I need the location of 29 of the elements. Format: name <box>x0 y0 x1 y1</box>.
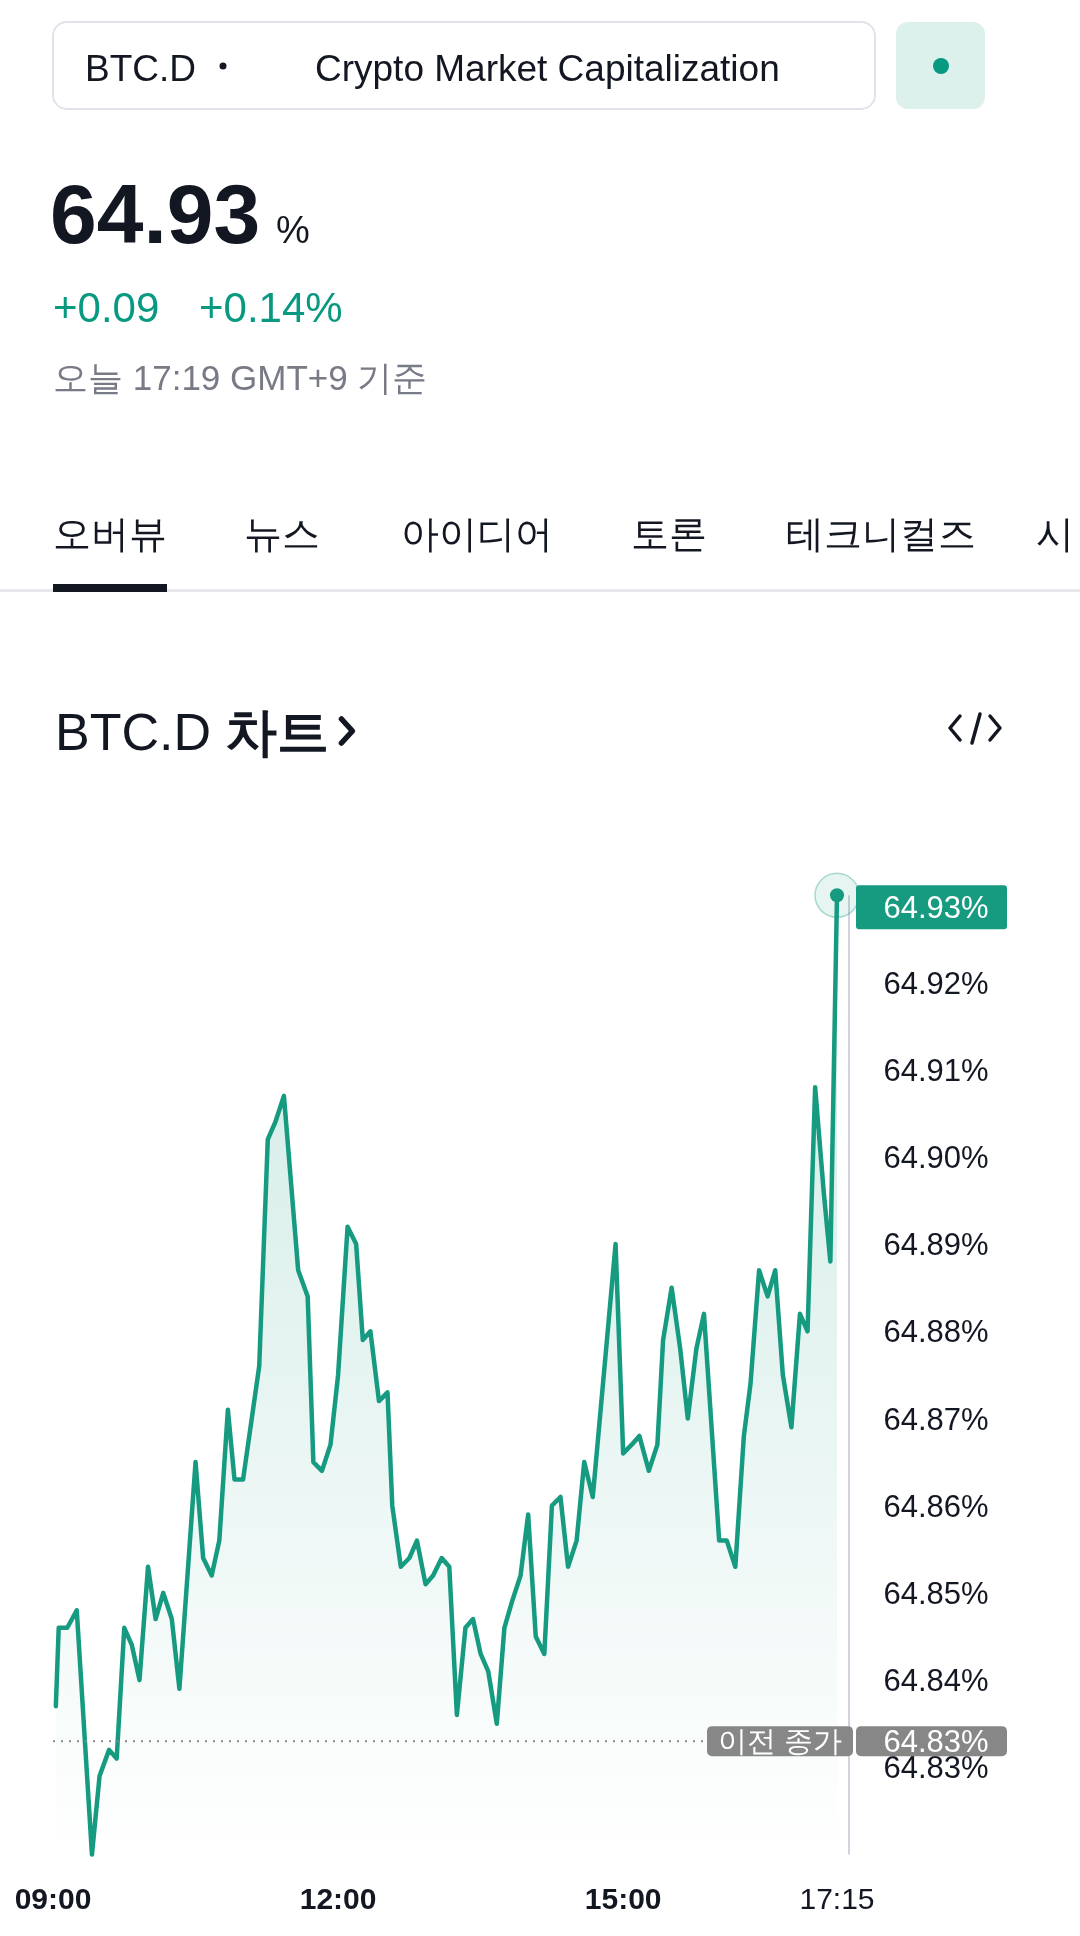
text: % <box>276 209 310 251</box>
text: 64.93 <box>50 167 261 261</box>
y-tick-label: 64.84% <box>883 1662 989 1698</box>
text: 뉴스 <box>244 513 320 555</box>
y-tick-label: 64.90% <box>883 1139 989 1175</box>
text: 오버뷰 <box>53 513 167 555</box>
x-tick-label: 15:00 <box>584 1881 662 1915</box>
text: +0.09 <box>53 284 160 331</box>
text: 토론 <box>631 513 707 555</box>
y-tick-label: 64.87% <box>883 1401 989 1436</box>
x-tick-label: 09:00 <box>14 1881 92 1915</box>
y-tick-label: 64.85% <box>883 1575 989 1611</box>
chart-title: BTC.D 차트 <box>55 703 330 761</box>
y-tick-label: 64.92% <box>883 965 989 1000</box>
y-tick-label: 64.89% <box>883 1226 989 1262</box>
x-tick-label: 12:00 <box>299 1881 377 1915</box>
y-tick-label: 64.88% <box>883 1313 989 1349</box>
x-tick-label: 17:15 <box>799 1881 875 1915</box>
annotation: 64.93% <box>883 889 989 925</box>
text: 시 <box>1036 513 1074 555</box>
text: Crypto Market Capitalization <box>315 48 780 89</box>
y-tick-label: 64.86% <box>883 1488 989 1524</box>
text: 테크니컬즈 <box>786 513 976 555</box>
text: BTC.D <box>85 48 196 89</box>
text: 오늘 17:19 GMT+9 기준 <box>53 358 428 397</box>
text: +0.14% <box>199 284 343 331</box>
ref-line-label: 이전 종가 <box>717 1725 843 1758</box>
y-tick-label: 64.91% <box>883 1052 989 1088</box>
text: 아이디어 <box>401 513 553 555</box>
